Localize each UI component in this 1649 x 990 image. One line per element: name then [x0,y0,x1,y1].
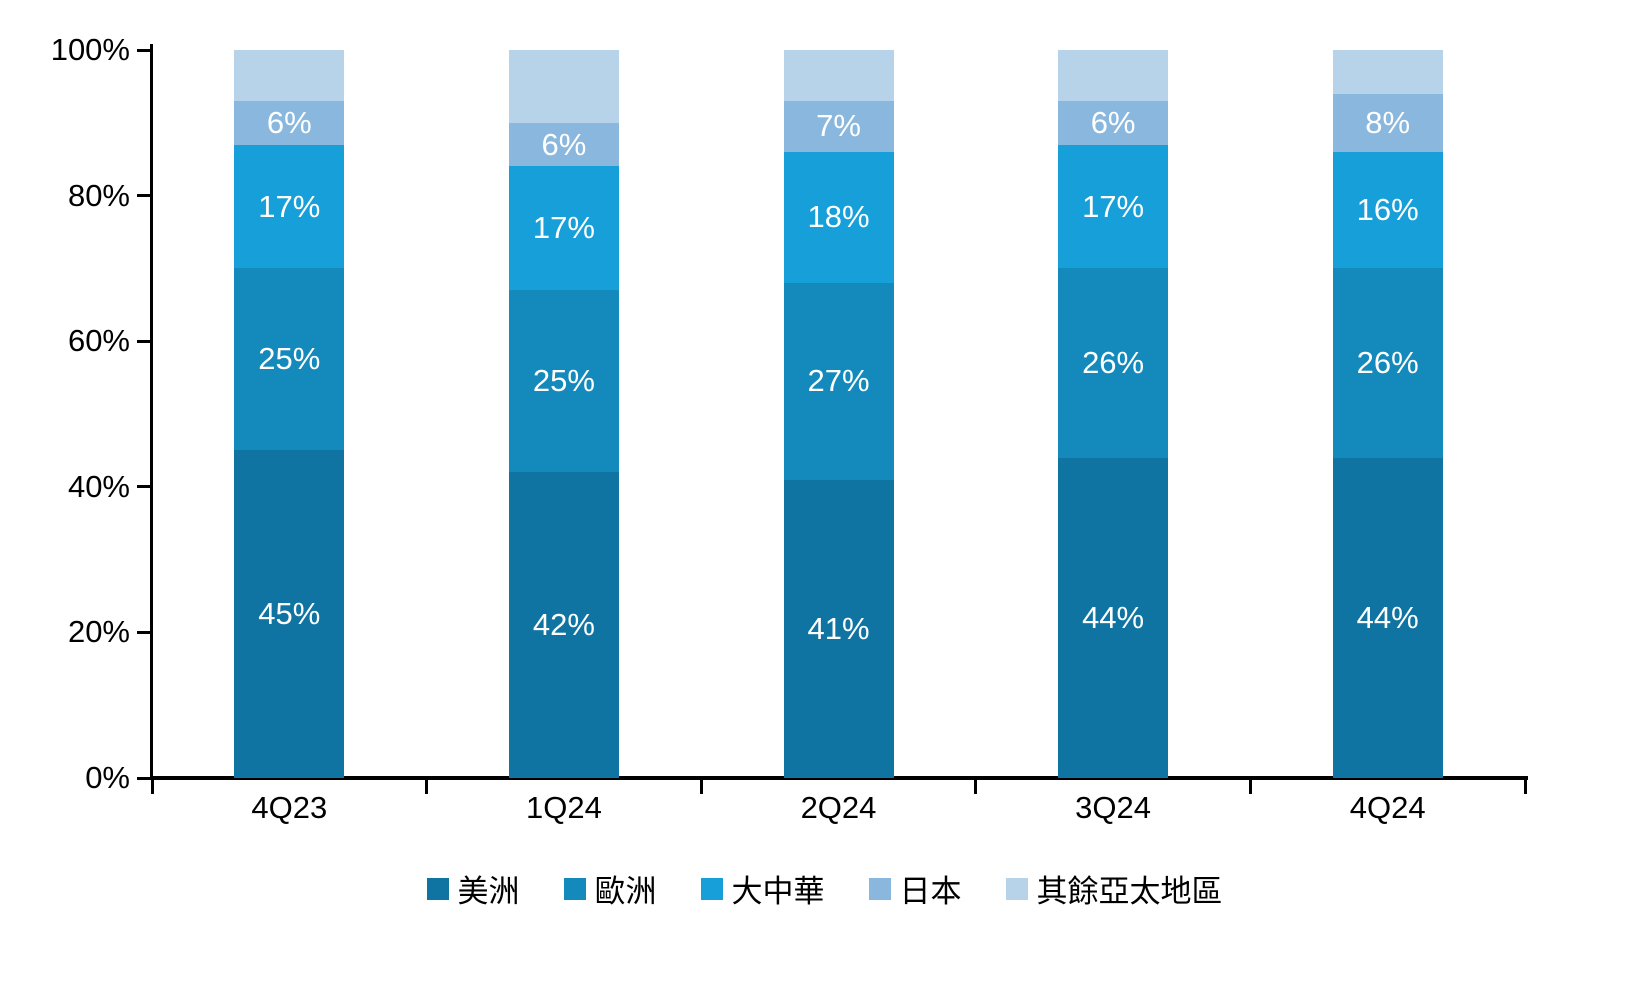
x-axis-tick [1523,780,1527,794]
bar-segment-大中華-2Q24: 18% [783,151,894,283]
x-axis-category-label: 4Q24 [1349,790,1426,825]
y-axis-tick-label: 60% [67,323,130,359]
bar-segment-其餘亞太地區-1Q24 [508,50,619,123]
segment-value-label: 6% [541,126,587,162]
x-axis-tick [974,780,978,794]
segment-value-label: 6% [1090,104,1136,140]
bar-segment-歐洲-3Q24: 26% [1058,268,1169,458]
y-axis-tick-label: 100% [50,32,130,67]
bar-segment-其餘亞太地區-4Q24 [1332,50,1443,94]
segment-value-label: 17% [532,210,595,246]
x-axis-tick [1248,780,1252,794]
x-axis-tick [699,780,703,794]
legend-label: 美洲 [457,874,520,909]
bar-segment-日本-4Q24: 8% [1332,93,1443,152]
segment-value-label: 44% [1356,599,1419,635]
segment-value-label: 6% [266,104,312,140]
legend-color-swatch-icon [700,877,723,900]
bar-segment-日本-3Q24: 6% [1058,100,1169,145]
segment-value-label: 27% [807,363,870,399]
x-axis-line [150,776,1528,780]
x-axis-tick [150,780,154,794]
bar-segment-大中華-1Q24: 17% [508,166,619,291]
segment-value-label: 41% [807,610,870,646]
legend-color-swatch-icon [426,877,449,900]
bar-segment-其餘亞太地區-2Q24 [783,50,894,101]
legend-label: 大中華 [731,874,825,909]
bar-segment-日本-2Q24: 7% [783,100,894,152]
segment-value-label: 17% [258,188,321,224]
segment-value-label: 17% [1082,188,1145,224]
legend-label: 其餘亞太地區 [1036,874,1223,909]
legend-item-美洲: 美洲 [426,866,520,911]
segment-value-label: 8% [1365,104,1411,140]
y-axis-tick-label: 80% [67,177,130,213]
segment-value-label: 26% [1082,345,1145,381]
x-axis-category-label: 4Q23 [251,790,328,825]
x-axis-category-label: 2Q24 [800,790,877,825]
legend-label: 歐洲 [594,874,657,909]
x-axis-tick [425,780,429,794]
y-axis-tick [137,339,151,343]
legend-item-日本: 日本 [868,866,962,911]
segment-value-label: 25% [532,363,595,399]
legend-item-歐洲: 歐洲 [563,866,657,911]
y-axis-tick [137,630,151,634]
segment-value-label: 18% [807,199,870,235]
segment-value-label: 26% [1356,345,1419,381]
segment-value-label: 16% [1356,192,1419,228]
legend: 美洲 歐洲 大中華 日本 其餘亞太地區 [0,866,1649,911]
y-axis-tick-label: 0% [85,760,130,795]
bar-segment-美洲-1Q24: 42% [508,472,619,778]
bar-segment-日本-1Q24: 6% [508,122,619,167]
y-axis-tick [137,776,151,780]
bar-segment-大中華-3Q24: 17% [1058,144,1169,269]
bar-segment-美洲-3Q24: 44% [1058,457,1169,778]
y-axis-tick [137,485,151,489]
segment-value-label: 25% [258,341,321,377]
legend-color-swatch-icon [563,877,586,900]
bar-segment-大中華-4Q24: 16% [1332,151,1443,269]
bar-segment-其餘亞太地區-4Q23 [234,50,345,101]
bar-segment-歐洲-1Q24: 25% [508,290,619,473]
y-axis-tick [137,194,151,198]
segment-value-label: 7% [816,108,861,144]
bar-segment-日本-4Q23: 6% [234,100,345,145]
legend-color-swatch-icon [1005,877,1028,900]
y-axis-tick-label: 40% [67,468,130,504]
bar-segment-歐洲-4Q23: 25% [234,268,345,451]
x-axis-category-label: 1Q24 [525,790,602,825]
bar-segment-其餘亞太地區-3Q24 [1058,50,1169,101]
y-axis-tick-label: 20% [67,614,130,650]
y-axis-tick [137,48,151,52]
y-axis-line [150,44,153,780]
legend-item-大中華: 大中華 [700,866,825,911]
bar-segment-美洲-2Q24: 41% [783,479,894,778]
bar-segment-大中華-4Q23: 17% [234,144,345,269]
bar-segment-美洲-4Q24: 44% [1332,457,1443,778]
bar-segment-美洲-4Q23: 45% [234,450,345,778]
legend-label: 日本 [899,874,962,909]
legend-item-其餘亞太地區: 其餘亞太地區 [1005,866,1223,911]
legend-color-swatch-icon [868,877,891,900]
bar-segment-歐洲-4Q24: 26% [1332,268,1443,458]
segment-value-label: 45% [258,596,321,632]
segment-value-label: 44% [1082,599,1145,635]
bar-segment-歐洲-2Q24: 27% [783,282,894,480]
segment-value-label: 42% [532,607,595,643]
x-axis-category-label: 3Q24 [1075,790,1152,825]
